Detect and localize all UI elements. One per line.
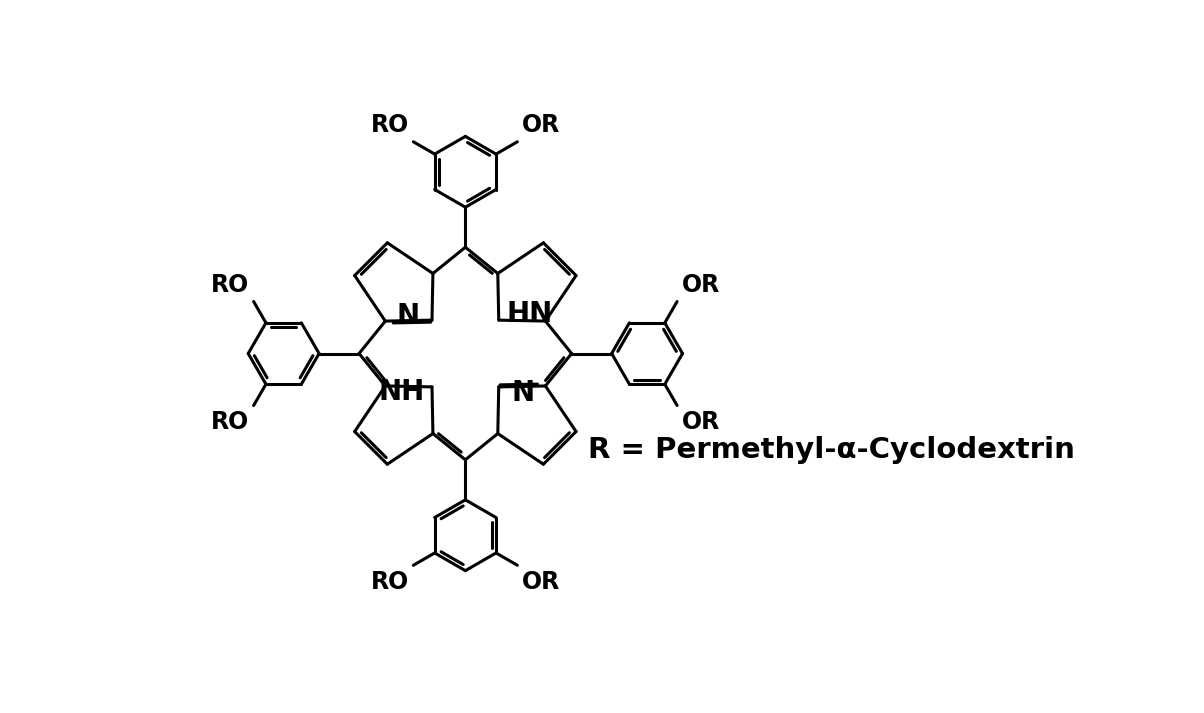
Text: OR: OR (523, 570, 560, 594)
Text: RO: RO (211, 410, 249, 434)
Text: N: N (396, 302, 420, 329)
Text: OR: OR (681, 410, 720, 434)
Text: N: N (510, 379, 535, 407)
Text: HN: HN (507, 300, 553, 328)
Text: RO: RO (371, 570, 408, 594)
Text: R = Permethyl-α-Cyclodextrin: R = Permethyl-α-Cyclodextrin (588, 436, 1074, 463)
Text: OR: OR (523, 113, 560, 137)
Text: RO: RO (211, 273, 249, 297)
Text: NH: NH (378, 377, 424, 406)
Text: RO: RO (371, 113, 408, 137)
Text: OR: OR (681, 273, 720, 297)
